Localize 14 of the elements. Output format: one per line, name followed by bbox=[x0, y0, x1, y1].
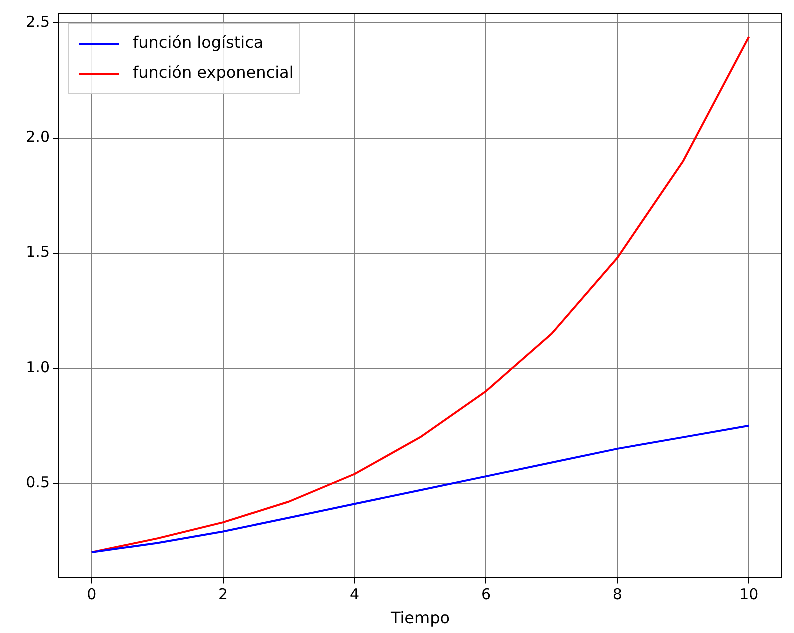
y-tick-label: 1.5 bbox=[26, 243, 50, 262]
y-tick-label: 1.0 bbox=[26, 358, 50, 376]
legend-label: función exponencial bbox=[133, 63, 294, 82]
y-tick-label: 0.5 bbox=[26, 473, 50, 492]
x-tick-label: 8 bbox=[612, 586, 622, 604]
y-tick-label: 2.0 bbox=[26, 128, 50, 146]
y-tick-label: 2.5 bbox=[26, 13, 50, 32]
x-tick-label: 0 bbox=[87, 586, 97, 604]
x-tick-label: 4 bbox=[350, 586, 360, 604]
x-tick-label: 6 bbox=[481, 586, 491, 604]
legend-label: función logística bbox=[133, 33, 264, 52]
x-tick-label: 10 bbox=[740, 586, 759, 604]
x-axis-title: Tiempo bbox=[390, 608, 450, 628]
x-tick-label: 2 bbox=[218, 586, 228, 604]
